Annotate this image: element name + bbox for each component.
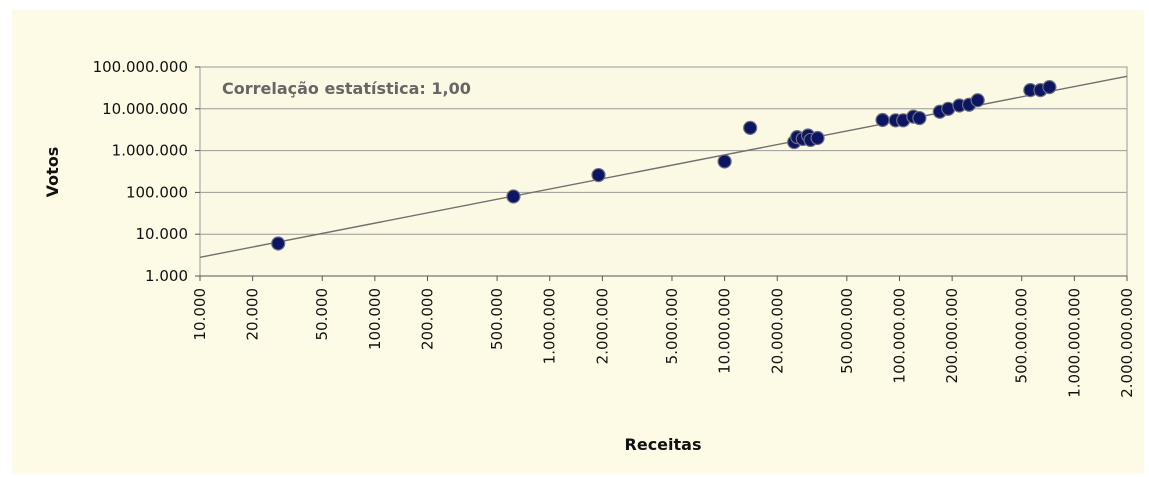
x-tick-label: 1.000.000.000 bbox=[1065, 288, 1083, 398]
x-tick-label: 50.000 bbox=[313, 288, 331, 341]
plot-area bbox=[199, 66, 1128, 277]
x-tick-label: 50.000.000 bbox=[838, 288, 856, 374]
data-point bbox=[717, 154, 732, 169]
x-tick-label: 10.000.000 bbox=[716, 288, 734, 374]
data-point bbox=[810, 130, 825, 146]
data-point bbox=[743, 120, 758, 135]
y-tick-label: 10.000 bbox=[136, 225, 189, 243]
x-tick-label: 500.000 bbox=[488, 288, 506, 350]
correlation-annotation: Correlação estatística: 1,00 bbox=[222, 79, 471, 98]
x-tick-label: 2.000.000.000 bbox=[1118, 288, 1136, 398]
x-tick-label: 20.000.000 bbox=[768, 288, 786, 374]
data-point bbox=[875, 112, 890, 128]
x-tick-label: 1.000.000 bbox=[541, 288, 559, 364]
x-axis-title: Receitas bbox=[625, 435, 702, 454]
y-tick-label: 100.000.000 bbox=[93, 58, 188, 76]
data-point bbox=[506, 189, 521, 204]
y-axis-title: Votos bbox=[43, 147, 62, 198]
y-tick-label: 1.000.000 bbox=[112, 142, 188, 160]
x-tick-label: 100.000 bbox=[366, 288, 384, 350]
data-point bbox=[970, 93, 985, 108]
x-tick-label: 20.000 bbox=[244, 288, 262, 341]
x-axis-ticks: 10.000 20.000 50.000 100.000 200.000 500.000 1… bbox=[191, 275, 1136, 398]
x-tick-label: 200.000.000 bbox=[943, 288, 961, 383]
y-tick-label: 100.000 bbox=[126, 183, 188, 201]
y-tick-label: 1.000 bbox=[145, 267, 188, 285]
data-point bbox=[591, 167, 606, 183]
y-axis-ticks: 1.000 10.000 100.000 1.000.000 10.000.000 100… bbox=[93, 58, 200, 285]
data-points bbox=[271, 80, 1057, 251]
x-tick-label: 100.000.000 bbox=[890, 288, 908, 383]
y-tick-label: 10.000.000 bbox=[102, 100, 188, 118]
x-tick-label: 500.000.000 bbox=[1013, 288, 1031, 383]
data-point bbox=[1042, 80, 1057, 95]
x-tick-label: 10.000 bbox=[191, 288, 209, 341]
x-tick-label: 5.000.000 bbox=[663, 288, 681, 364]
data-point bbox=[271, 236, 286, 251]
data-point bbox=[912, 110, 927, 126]
x-tick-label: 200.000 bbox=[419, 288, 437, 350]
x-tick-label: 2.000.000 bbox=[593, 288, 611, 364]
